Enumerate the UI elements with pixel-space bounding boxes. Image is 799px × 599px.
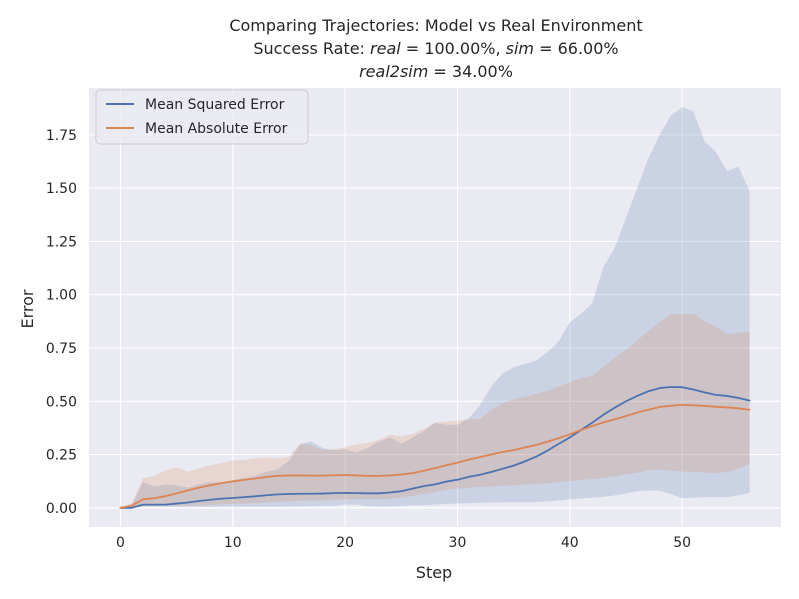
y-tick-label: 0.00 [46, 501, 77, 517]
legend-box [95, 89, 309, 145]
title-real-variable: real [370, 39, 401, 58]
y-tick-label: 1.25 [46, 234, 77, 250]
y-tick-label: 0.75 [46, 341, 77, 357]
y-tick-label: 1.50 [46, 181, 77, 197]
title-real2sim-value: = 34.00% [428, 62, 513, 81]
confidence-band-mse [120, 107, 750, 508]
title-sim-value: = 66.00% [534, 39, 619, 58]
y-tick-label: 1.75 [46, 128, 77, 144]
y-tick-label: 0.25 [46, 448, 77, 464]
x-tick-label: 20 [336, 535, 354, 551]
confidence-bands [120, 107, 750, 508]
gridlines [89, 88, 781, 527]
y-axis-label: Error [18, 289, 37, 328]
x-tick-label: 50 [673, 535, 691, 551]
title-success-rate-prefix: Success Rate: [253, 39, 370, 58]
x-tick-label: 30 [449, 535, 467, 551]
legend-label-mae: Mean Absolute Error [145, 121, 288, 137]
x-tick-label: 0 [116, 535, 125, 551]
chart-title-line-1: Comparing Trajectories: Model vs Real En… [229, 16, 642, 35]
y-tick-label: 0.50 [46, 394, 77, 410]
title-real-value: = 100.00%, [401, 39, 506, 58]
confidence-band-mae [120, 313, 750, 508]
title-real2sim-variable: real2sim [359, 62, 428, 81]
x-tick-label: 40 [561, 535, 579, 551]
tick-labels: 0 10 20 30 40 50 0.00 0.25 0.50 0.75 1.00 1.25 1.50 1… [46, 128, 691, 551]
x-tick-label: 10 [224, 535, 242, 551]
plot-area-background [89, 88, 781, 527]
legend: Mean Squared Error Mean Absolute Error [95, 89, 309, 145]
y-tick-label: 1.00 [46, 288, 77, 304]
title-sim-variable: sim [506, 39, 534, 58]
series-line-mae [119, 403, 751, 509]
x-axis-label: Step [416, 563, 452, 582]
series-lines [119, 386, 751, 509]
series-line-mse [119, 386, 751, 509]
chart-title-line-3: real2sim = 34.00% [359, 62, 513, 81]
legend-label-mse: Mean Squared Error [145, 97, 285, 113]
chart-title-line-2: Success Rate: real = 100.00%, sim = 66.0… [253, 39, 618, 58]
